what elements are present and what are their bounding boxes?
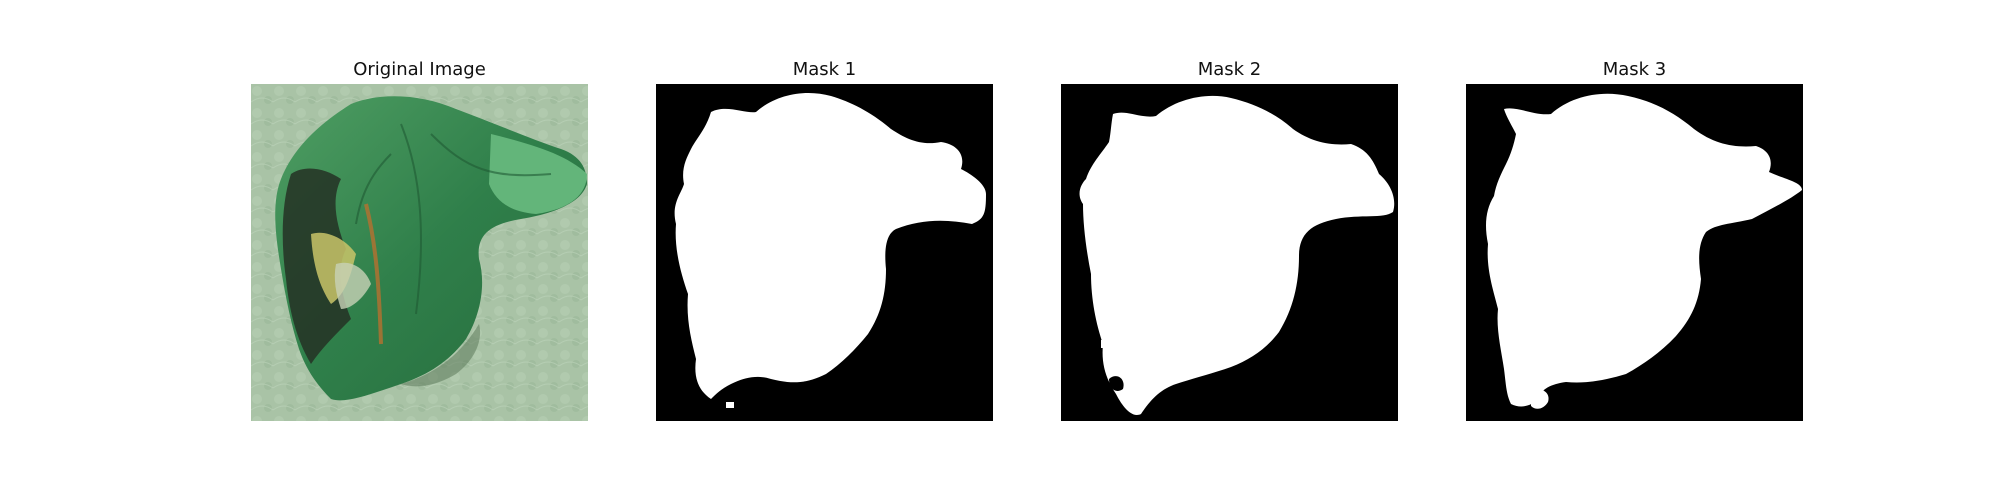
mask-1-panel: Mask 1 xyxy=(656,56,993,425)
mask-3-image xyxy=(1466,84,1803,421)
mask-1-image xyxy=(656,84,993,421)
mask-foreground xyxy=(674,92,986,400)
mask-3-panel: Mask 3 xyxy=(1466,56,1803,425)
original-image-panel: Original Image xyxy=(251,56,588,425)
leaf-photo xyxy=(251,84,588,421)
leaf-orange-vein xyxy=(364,203,383,345)
mask-hole xyxy=(1109,376,1124,391)
mask-2-image xyxy=(1061,84,1398,421)
original-image xyxy=(251,84,588,421)
panel-title: Mask 1 xyxy=(792,59,857,80)
mask-foreground xyxy=(1079,95,1395,415)
mask-1 xyxy=(656,84,993,421)
mask-foreground xyxy=(1486,93,1802,407)
panel-title: Mask 3 xyxy=(1602,59,1667,80)
leaf-pale-fold xyxy=(334,262,371,309)
panel-title: Original Image xyxy=(353,59,486,80)
mask-2-panel: Mask 2 xyxy=(1061,56,1398,425)
panel-title: Mask 2 xyxy=(1197,59,1262,80)
mask-foot xyxy=(1531,388,1549,409)
mask-3 xyxy=(1466,84,1803,421)
leaf-vein-lines xyxy=(355,123,552,315)
mask-2 xyxy=(1061,84,1398,421)
leaf-shadow xyxy=(401,324,481,387)
